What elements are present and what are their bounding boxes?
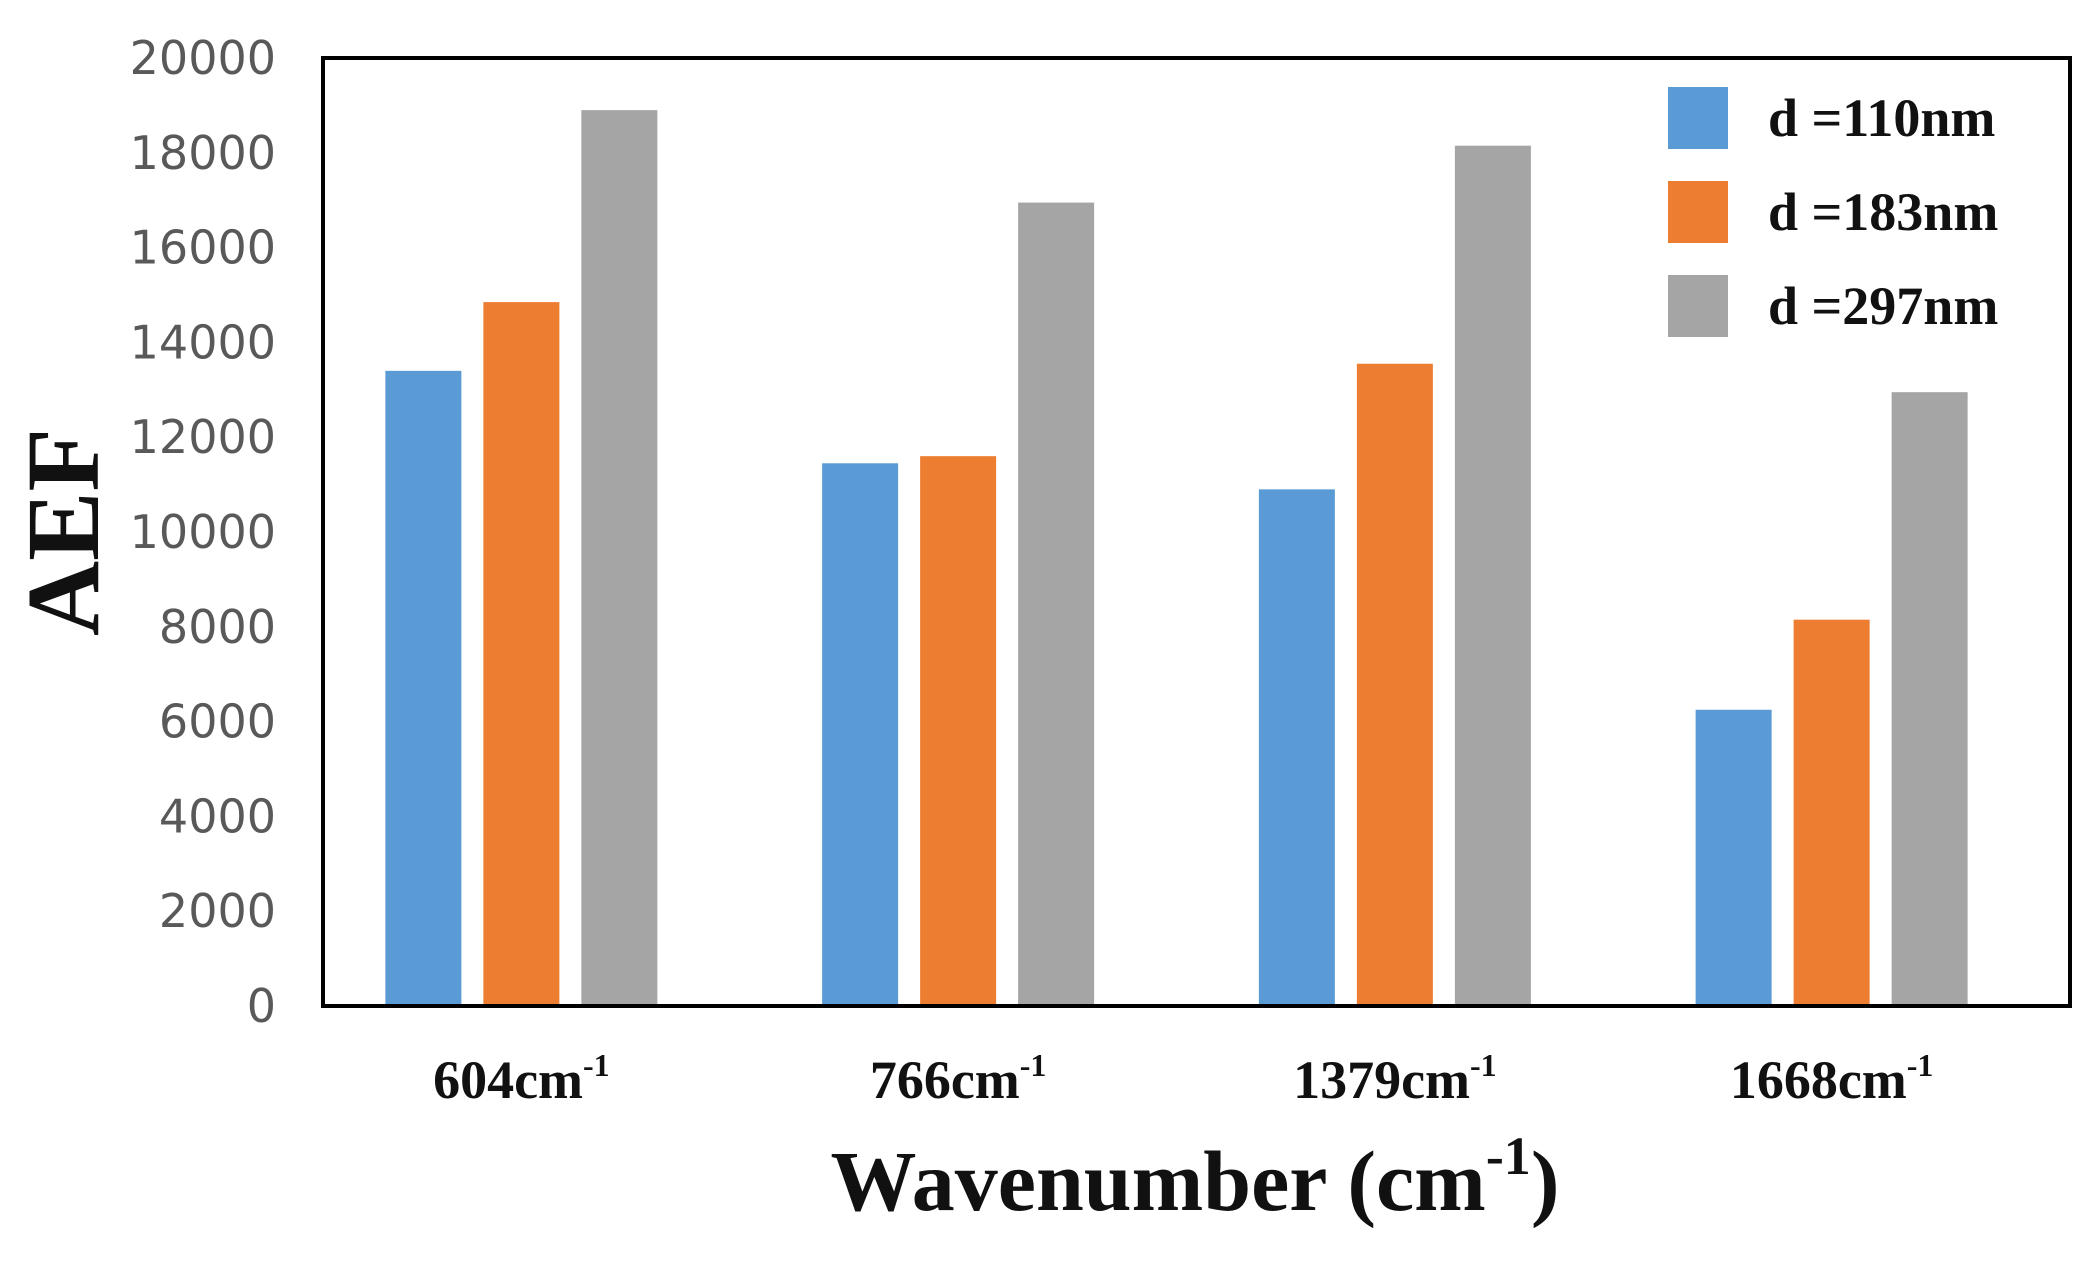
y-tick-label: 2000 (159, 884, 276, 938)
y-tick-label: 12000 (130, 410, 276, 464)
bar-1-1 (385, 370, 462, 1007)
legend-label: d =110nm (1768, 88, 1995, 148)
legend-label: d =183nm (1768, 182, 1998, 242)
bar-3-1 (581, 110, 658, 1006)
y-axis-ticks: 0 2000 4000 6000 8000 10000 12000 14000 16000 180… (130, 31, 276, 1033)
legend-swatch (1668, 181, 1728, 243)
x-axis-title-base: Wavenumber (cm (831, 1133, 1486, 1229)
y-tick-label: 4000 (159, 789, 276, 843)
y-tick-label: 0 (247, 979, 276, 1033)
y-tick-label: 20000 (130, 31, 276, 85)
legend: d =110nm d =183nm d =297nm (1668, 87, 1998, 337)
x-axis-title: Wavenumber (cm-1) (831, 1126, 1560, 1229)
bar-1-2 (822, 463, 899, 1006)
plot-area-frame (321, 56, 2072, 1008)
bars-layer (385, 110, 1968, 1007)
bar-2-4 (1793, 619, 1870, 1006)
bar-2-1 (483, 302, 560, 1006)
bar-3-2 (1018, 202, 1095, 1006)
legend-swatch (1668, 87, 1728, 149)
bar-2-3 (1356, 363, 1433, 1007)
bar-3-3 (1454, 145, 1531, 1006)
y-axis-title: AEF (6, 428, 121, 636)
bar-1-3 (1258, 489, 1335, 1007)
bar-2-2 (920, 456, 997, 1006)
x-category-label: 604cm-1 (433, 1047, 610, 1110)
y-tick-label: 6000 (159, 695, 276, 749)
x-category-label: 1379cm-1 (1293, 1047, 1497, 1110)
legend-swatch (1668, 275, 1728, 337)
y-tick-label: 18000 (130, 126, 276, 180)
x-category-label: 1668cm-1 (1730, 1047, 1934, 1110)
y-tick-label: 10000 (130, 505, 276, 559)
x-category-label: 766cm-1 (870, 1047, 1047, 1110)
x-axis-title-superscript: -1 (1486, 1126, 1531, 1186)
legend-label: d =297nm (1768, 276, 1998, 336)
y-tick-label: 16000 (130, 221, 276, 275)
x-axis-title-tail: ) (1531, 1133, 1560, 1229)
bar-3-4 (1891, 392, 1968, 1006)
y-tick-label: 14000 (130, 315, 276, 369)
y-tick-label: 8000 (159, 600, 276, 654)
x-axis-categories: 604cm-1 766cm-1 1379cm-1 1668cm-1 (433, 1047, 1933, 1110)
bar-1-4 (1695, 709, 1772, 1006)
